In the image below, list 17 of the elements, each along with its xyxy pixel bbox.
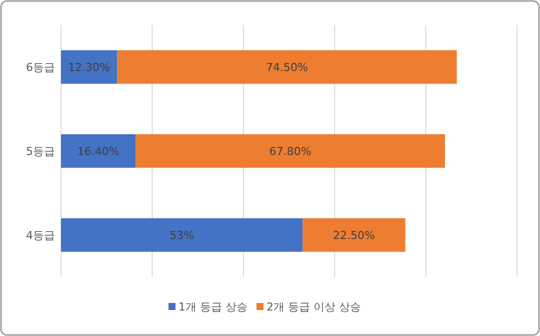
bar [117, 50, 457, 84]
data-label: 53% [170, 228, 194, 242]
data-label: 16.40% [77, 144, 120, 158]
y-tick-label: 4등급 [26, 228, 55, 242]
data-label: 12.30% [68, 60, 110, 74]
bar [61, 50, 118, 84]
bar [136, 134, 445, 168]
legend-label: 1개 등급 상승 [178, 300, 248, 314]
bar [61, 134, 136, 168]
legend-label: 2개 등급 이상 상승 [266, 300, 361, 314]
data-label: 22.50% [333, 228, 375, 242]
bar [61, 218, 303, 252]
y-tick-label: 6등급 [26, 60, 55, 74]
bar [302, 218, 406, 252]
data-label: 74.50% [266, 60, 308, 74]
y-tick-label: 5등급 [26, 144, 55, 158]
data-label: 67.80% [269, 144, 312, 158]
